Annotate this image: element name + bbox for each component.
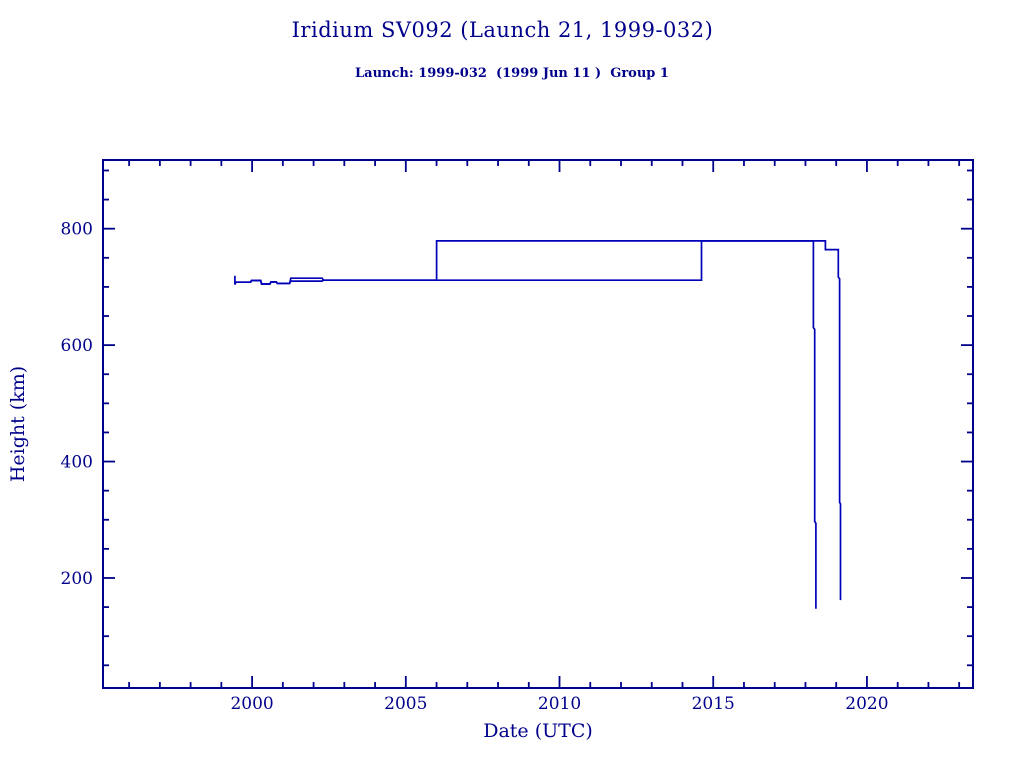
y-tick-label: 600 [61,336,93,356]
x-tick-label: 2000 [230,694,273,714]
height-axis-title: Height (km) [7,366,29,482]
y-tick-label: 400 [61,453,93,473]
x-tick-label: 2020 [845,694,888,714]
plot-frame [102,159,974,689]
y-tick-label: 800 [61,220,93,240]
x-tick-label: 2005 [384,694,427,714]
date-axis-title: Date (UTC) [483,720,593,742]
x-tick-label: 2015 [692,694,735,714]
chart-subtitle: Launch: 1999-032 (1999 Jun 11 ) Group 1 [355,66,669,81]
x-tick-label: 2010 [538,694,581,714]
series-apogee-height-km [235,240,842,601]
series-perigee-height-km [234,240,817,609]
y-tick-label: 200 [61,569,93,589]
chart-title: Iridium SV092 (Launch 21, 1999-032) [291,18,714,42]
